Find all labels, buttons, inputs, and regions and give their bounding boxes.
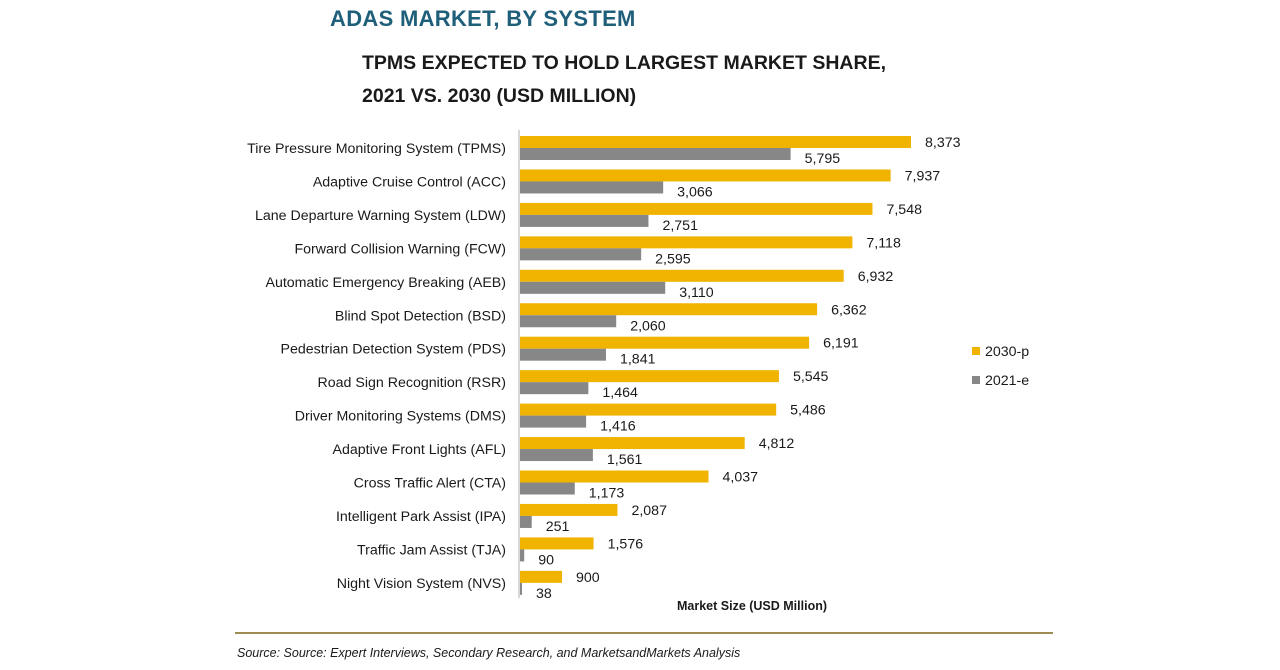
bar-2030-p: [520, 269, 844, 282]
data-label-2030-p: 7,548: [886, 202, 922, 218]
bar-2030-p: [520, 570, 563, 583]
category-label: Intelligent Park Assist (IPA): [336, 509, 506, 525]
bar-2030-p: [520, 136, 911, 148]
category-label: Cross Traffic Alert (CTA): [354, 476, 506, 492]
bar-2030-p: [520, 370, 779, 383]
data-label-2030-p: 7,937: [905, 168, 941, 184]
bar-2021-e: [520, 214, 649, 227]
data-label-2030-p: 5,486: [790, 403, 826, 419]
bar-2030-p: [520, 336, 810, 349]
data-label-2021-e: 2,060: [630, 318, 666, 334]
data-label-2021-e: 3,066: [677, 184, 713, 200]
bar-2021-e: [520, 449, 593, 462]
data-label-2021-e: 1,173: [589, 486, 625, 502]
bar-2030-p: [520, 403, 777, 416]
bar-2021-e: [520, 148, 791, 160]
data-label-2021-e: 90: [538, 552, 554, 568]
data-label-2030-p: 6,362: [831, 302, 867, 318]
bar-2021-e: [520, 515, 532, 528]
chart-subtitle: TPMS EXPECTED TO HOLD LARGEST MARKET SHA…: [362, 47, 886, 113]
bar-2021-e: [520, 582, 522, 595]
bar-2030-p: [520, 169, 891, 182]
category-label: Adaptive Cruise Control (ACC): [313, 174, 506, 190]
category-label: Tire Pressure Monitoring System (TPMS): [247, 141, 506, 157]
bar-2030-p: [520, 503, 618, 516]
data-label-2021-e: 1,464: [602, 385, 638, 401]
bar-2021-e: [520, 315, 617, 328]
bar-2030-p: [520, 437, 745, 450]
source-divider: [235, 632, 1053, 634]
bar-2030-p: [520, 537, 594, 550]
category-label: Driver Monitoring Systems (DMS): [295, 409, 506, 425]
data-label-2021-e: 38: [536, 586, 552, 602]
data-label-2021-e: 5,795: [805, 151, 841, 167]
x-axis-title: Market Size (USD Million): [677, 599, 827, 613]
bar-2021-e: [520, 248, 642, 261]
data-label-2030-p: 4,812: [759, 436, 795, 452]
data-label-2021-e: 1,561: [607, 452, 643, 468]
data-label-2021-e: 2,595: [655, 251, 691, 267]
data-label-2030-p: 7,118: [866, 235, 901, 251]
bar-2030-p: [520, 303, 818, 316]
bar-2021-e: [520, 482, 575, 495]
data-label-2021-e: 3,110: [679, 285, 714, 301]
subtitle-line-1: TPMS EXPECTED TO HOLD LARGEST MARKET SHA…: [362, 52, 887, 74]
legend-label-2030-p: 2030-p: [985, 344, 1029, 360]
data-label-2030-p: 8,373: [925, 135, 961, 151]
category-label: Night Vision System (NVS): [337, 576, 506, 592]
category-label: Pedestrian Detection System (PDS): [280, 342, 506, 358]
data-label-2030-p: 900: [576, 570, 600, 586]
category-label: Road Sign Recognition (RSR): [318, 375, 506, 391]
legend-swatch: [972, 347, 980, 355]
bar-2030-p: [520, 470, 709, 483]
bar-2021-e: [520, 415, 587, 428]
data-label-2030-p: 1,576: [608, 536, 644, 552]
source-note: Source: Source: Expert Interviews, Secon…: [237, 646, 741, 660]
data-label-2030-p: 2,087: [631, 503, 667, 519]
legend-label-2021-e: 2021-e: [985, 373, 1029, 389]
data-label-2021-e: 251: [546, 519, 570, 535]
subtitle-line-2: 2021 VS. 2030 (USD MILLION): [362, 85, 637, 107]
bar-2021-e: [520, 382, 589, 395]
bar-2030-p: [520, 202, 873, 215]
category-label: Blind Spot Detection (BSD): [335, 308, 506, 324]
bar-2030-p: [520, 236, 853, 249]
category-label: Forward Collision Warning (FCW): [294, 241, 506, 257]
legend-swatch: [972, 376, 980, 384]
bar-2021-e: [520, 348, 606, 361]
bar-2021-e: [520, 281, 666, 294]
data-label-2021-e: 1,416: [600, 419, 636, 435]
bar-2021-e: [520, 181, 664, 194]
category-label: Traffic Jam Assist (TJA): [357, 542, 506, 558]
data-label-2021-e: 1,841: [620, 352, 656, 368]
data-label-2030-p: 4,037: [723, 470, 759, 486]
data-label-2030-p: 6,932: [858, 269, 894, 285]
data-label-2030-p: 6,191: [823, 336, 859, 352]
data-label-2030-p: 5,545: [793, 369, 829, 385]
category-label: Adaptive Front Lights (AFL): [333, 442, 506, 458]
category-label: Automatic Emergency Breaking (AEB): [266, 275, 507, 291]
chart-title: ADAS MARKET, BY SYSTEM: [330, 6, 636, 31]
data-label-2021-e: 2,751: [662, 218, 698, 234]
category-label: Lane Departure Warning System (LDW): [255, 208, 506, 224]
bar-2021-e: [520, 549, 525, 562]
